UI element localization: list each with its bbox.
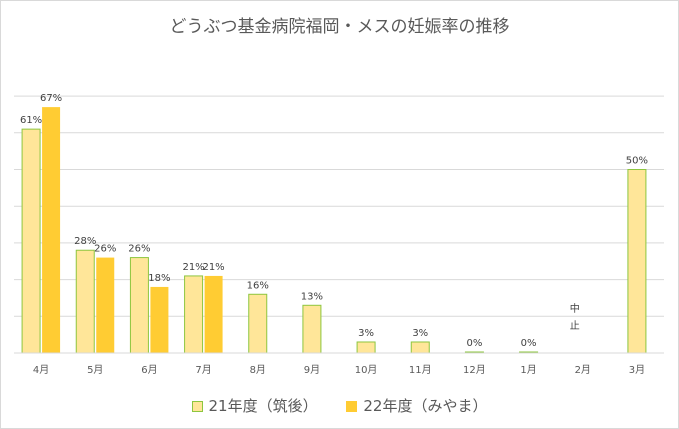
legend-item-series-2: 22年度（みやま） (346, 395, 487, 416)
legend-swatch-series-2 (346, 401, 358, 412)
bar-series-1 (129, 257, 149, 354)
bar-series-1 (627, 169, 647, 354)
data-label-series-1: 28% (74, 236, 96, 247)
bar-series-1 (410, 341, 430, 354)
bar-series-1 (184, 275, 204, 354)
bar-series-1 (21, 128, 41, 354)
x-tick-label: 8月 (250, 364, 266, 376)
annotation-label: 止 (570, 320, 580, 332)
legend-label-series-1: 21年度（筑後） (208, 397, 318, 415)
bar-series-2 (204, 275, 223, 353)
x-tick-label: 12月 (463, 364, 486, 376)
x-tick-label: 3月 (629, 364, 645, 376)
data-label-series-1: 0% (521, 338, 537, 349)
data-label-series-2: 67% (40, 93, 62, 104)
bar-series-1 (356, 341, 376, 354)
x-tick-label: 7月 (195, 364, 211, 376)
chart-title: どうぶつ基金病院福岡・メスの妊娠率の推移 (169, 17, 510, 37)
data-label-series-2: 18% (148, 273, 170, 284)
x-tick-label: 10月 (355, 364, 378, 376)
legend-swatch-series-1 (191, 401, 203, 412)
x-tick-label: 1月 (520, 364, 536, 376)
data-label-series-1: 16% (247, 280, 269, 291)
bar-series-2 (96, 257, 115, 353)
data-label-series-1: 3% (412, 328, 428, 339)
x-tick-label: 9月 (304, 364, 320, 376)
data-label-series-1: 0% (466, 338, 482, 349)
bar-series-2 (42, 107, 61, 353)
data-label-series-2: 26% (94, 244, 116, 255)
data-label-series-1: 21% (182, 262, 204, 273)
data-label-series-2: 21% (202, 262, 224, 273)
x-tick-label: 5月 (87, 364, 103, 376)
bar-series-1 (248, 293, 268, 354)
legend-item-series-1: 21年度（筑後） (191, 395, 318, 416)
annotation-label: 中 (570, 302, 580, 315)
x-tick-label: 6月 (141, 364, 157, 376)
bar-series-1 (75, 249, 95, 354)
data-label-series-1: 26% (128, 244, 150, 255)
data-label-series-1: 13% (301, 291, 323, 302)
bar-series-1 (302, 304, 322, 354)
bar-series-2 (150, 286, 169, 353)
data-label-series-1: 61% (20, 115, 42, 126)
data-label-series-1: 3% (358, 328, 374, 339)
chart-legend: 21年度（筑後） 22年度（みやま） (0, 395, 679, 416)
x-tick-label: 2月 (575, 364, 591, 376)
data-label-series-1: 50% (626, 156, 648, 167)
legend-label-series-2: 22年度（みやま） (363, 397, 488, 415)
x-tick-label: 11月 (409, 364, 432, 376)
x-tick-label: 4月 (33, 364, 49, 376)
